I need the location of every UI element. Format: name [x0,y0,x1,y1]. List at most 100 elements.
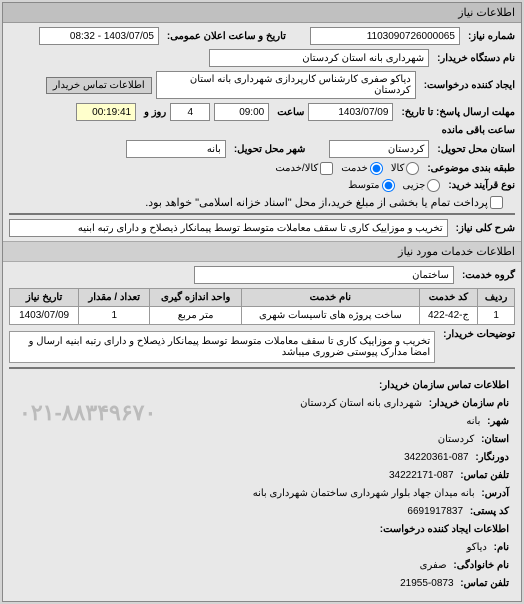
row-subject-class: طبقه بندی موضوعی: کالا خدمت کالا/خدمت [9,162,515,175]
creator-phone-label: تلفن تماس: [460,578,509,589]
info-panel: اطلاعات نیاز شماره نیاز: 110309072600006… [2,2,522,602]
need-number-value: 1103090726000065 [310,27,460,45]
buyer-org-label: نام دستگاه خریدار: [437,53,515,64]
radio-service[interactable]: خدمت [341,162,383,175]
remaining-suffix: ساعت باقی مانده [442,125,515,136]
creator-lastname-value: صفری [420,560,447,571]
contract-note-check[interactable]: پرداخت تمام یا بخشی از مبلغ خرید،از محل … [145,196,503,209]
cell-code: ج-42-422 [419,307,477,325]
contact-fax-label: دورنگار: [475,452,509,463]
watermark-phone: ۰۲۱-۸۸۳۴۹۶۷۰ [19,393,156,433]
row-need-title: شرح کلی نیاز: تخریب و موزاییک کاری تا سق… [9,219,515,237]
contact-province-label: استان: [481,434,509,445]
separator-2 [9,367,515,369]
panel-body: شماره نیاز: 1103090726000065 تاریخ و ساع… [3,23,521,601]
deadline-label: مهلت ارسال پاسخ: تا تاریخ: [401,107,515,118]
check-both[interactable]: کالا/خدمت [275,162,333,175]
radio-goods[interactable]: کالا [391,162,420,175]
contact-phone-value: 087-34222171 [389,470,454,481]
postal-pair: کد پستی: 6691917837 [407,506,509,517]
creator-name-label: نام: [494,542,509,553]
day-and-label: روز و [144,107,166,118]
public-datetime-value: 1403/07/05 - 08:32 [39,27,159,45]
check-both-label: کالا/خدمت [275,163,318,174]
cell-name: ساخت پروژه های تاسیسات شهری [242,307,420,325]
contact-section: ۰۲۱-۸۸۳۴۹۶۷۰ اطلاعات تماس سازمان خریدار:… [9,373,515,597]
radio-service-label: خدمت [341,163,368,174]
col-code: کد خدمت [419,289,477,307]
table-header-row: ردیف کد خدمت نام خدمت واحد اندازه گیری ت… [10,289,515,307]
col-name: نام خدمت [242,289,420,307]
delivery-province-value: کردستان [329,140,429,158]
contact-address-value: بانه میدان جهاد بلوار شهرداری ساختمان شه… [253,488,475,499]
phone-pair: تلفن تماس: 087-34222171 [389,470,509,481]
panel-title: اطلاعات نیاز [3,3,521,23]
contact-postal-label: کد پستی: [470,506,509,517]
contact-buyer-button[interactable]: اطلاعات تماس خریدار [46,77,152,94]
city-pair: شهر: بانه [466,416,509,427]
contact-phone-label: تلفن تماس: [460,470,509,481]
table-row: 1 ج-42-422 ساخت پروژه های تاسیسات شهری م… [10,307,515,325]
org-name-label: نام سازمان خریدار: [429,398,509,409]
creator-name-pair: نام: دیاکو [467,542,509,553]
creator-lastname-pair: نام خانوادگی: صفری [420,560,509,571]
creator-header-label: اطلاعات ایجاد کننده درخواست: [380,524,509,535]
row-need-number: شماره نیاز: 1103090726000065 تاریخ و ساع… [9,27,515,45]
radio-small-label: جزیی [403,180,426,191]
cell-row: 1 [478,307,515,325]
contact-city-label: شهر: [487,416,509,427]
remaining-days-value: 4 [170,103,210,121]
contact-city-value: بانه [466,416,480,427]
radio-medium-label: متوسط [348,180,379,191]
deadline-date-value: 1403/07/09 [308,103,393,121]
delivery-city-value: بانه [126,140,226,158]
time-label: ساعت [277,107,304,118]
province-pair: استان: کردستان [438,434,509,445]
need-title-value: تخریب و موزاییک کاری تا سقف معاملات متوس… [9,219,448,237]
org-name-pair: نام سازمان خریدار: شهرداری بانه استان کر… [300,398,509,409]
creator-phone-pair: تلفن تماس: 0873-21955 [400,578,509,589]
cell-unit: متر مربع [150,307,242,325]
contact-address-label: آدرس: [481,488,509,499]
need-title-label: شرح کلی نیاز: [456,223,515,234]
need-number-label: شماره نیاز: [468,31,515,42]
contact-province-value: کردستان [438,434,475,445]
creator-header: اطلاعات ایجاد کننده درخواست: [15,521,509,539]
services-table: ردیف کد خدمت نام خدمت واحد اندازه گیری ت… [9,288,515,325]
separator-1 [9,213,515,215]
contact-postal-value: 6691917837 [407,506,463,517]
delivery-province-label: استان محل تحویل: [437,144,515,155]
col-date: تاریخ نیاز [10,289,79,307]
row-deadline: مهلت ارسال پاسخ: تا تاریخ: 1403/07/09 سا… [9,103,515,136]
row-buyer-notes: توضیحات خریدار: تخریب و موزاییک کاری تا … [9,329,515,363]
contract-type-label: نوع قرآیند خرید: [448,180,515,191]
delivery-city-label: شهر محل تحویل: [234,144,306,155]
col-row: ردیف [478,289,515,307]
buyer-org-value: شهرداری بانه استان کردستان [209,49,429,67]
contact-header-label: اطلاعات تماس سازمان خریدار: [379,380,509,391]
contract-type-radios: جزیی متوسط [348,179,440,192]
creator-name-value: دیاکو [467,542,487,553]
radio-goods-label: کالا [391,163,405,174]
contact-fax-value: 087-34220361 [404,452,469,463]
address-pair: آدرس: بانه میدان جهاد بلوار شهرداری ساخت… [253,488,509,499]
org-name-value: شهرداری بانه استان کردستان [300,398,422,409]
radio-small[interactable]: جزیی [403,179,441,192]
creator-phone-value: 0873-21955 [400,578,453,589]
row-contract-type: نوع قرآیند خرید: جزیی متوسط پرداخت تمام … [9,179,515,209]
col-unit: واحد اندازه گیری [150,289,242,307]
service-group-value: ساختمان [194,266,454,284]
cell-date: 1403/07/09 [10,307,79,325]
services-header: اطلاعات خدمات مورد نیاز [3,241,521,262]
creator-label: ایجاد کننده درخواست: [424,80,515,91]
deadline-time-value: 09:00 [214,103,269,121]
row-delivery: استان محل تحویل: کردستان شهر محل تحویل: … [9,140,515,158]
public-datetime-label: تاریخ و ساعت اعلان عمومی: [167,31,286,42]
contract-note-text: پرداخت تمام یا بخشی از مبلغ خرید،از محل … [145,196,488,209]
subject-class-radios: کالا خدمت کالا/خدمت [275,162,419,175]
service-group-label: گروه خدمت: [462,270,515,281]
radio-medium[interactable]: متوسط [348,179,394,192]
col-qty: تعداد / مقدار [79,289,150,307]
cell-qty: 1 [79,307,150,325]
buyer-notes-label: توضیحات خریدار: [443,329,515,340]
